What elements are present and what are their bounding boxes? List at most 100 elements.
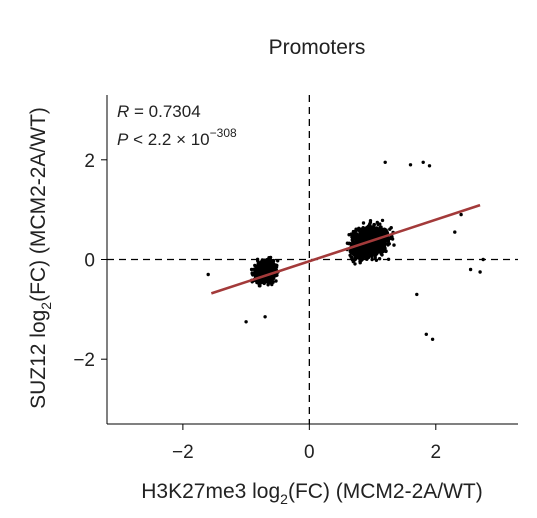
data-point <box>263 269 267 273</box>
data-point <box>370 257 374 262</box>
y-label-main: SUZ12 log <box>27 310 50 409</box>
p-annotation: P < 2.2 × 10−308 <box>117 126 237 149</box>
data-point <box>349 242 353 247</box>
data-point <box>258 262 262 266</box>
data-point <box>415 292 419 297</box>
data-point <box>361 234 365 238</box>
data-point <box>366 255 370 259</box>
data-point <box>253 271 257 275</box>
y-axis-ticks: −2 0 2 <box>73 151 107 371</box>
data-point <box>369 244 374 249</box>
data-point <box>374 233 379 237</box>
data-point <box>478 270 482 274</box>
data-point <box>380 218 385 223</box>
data-point <box>388 236 392 241</box>
data-point <box>374 258 379 262</box>
data-point <box>387 242 391 246</box>
data-point <box>256 268 261 272</box>
data-point <box>263 315 267 319</box>
data-point <box>468 267 473 272</box>
data-point <box>358 259 362 264</box>
data-point <box>368 250 372 254</box>
regression-line <box>210 203 481 295</box>
x-label-rest: (FC) (MCM2-2A/WT) <box>288 480 483 503</box>
data-point <box>261 261 265 266</box>
data-point <box>481 257 485 262</box>
data-point <box>375 244 379 248</box>
r-label: R <box>117 102 129 121</box>
data-point <box>380 240 384 244</box>
data-point <box>382 227 387 231</box>
data-point <box>255 257 260 261</box>
r-annotation: R = 0.7304 <box>117 102 201 121</box>
data-point <box>359 237 364 241</box>
data-point <box>353 255 357 259</box>
data-point <box>430 337 435 341</box>
x-tick-label: −2 <box>172 442 194 463</box>
x-tick-label: 2 <box>431 442 442 463</box>
data-point <box>270 268 274 272</box>
data-point <box>374 247 378 251</box>
data-point <box>459 212 463 217</box>
data-point <box>427 164 432 168</box>
data-point <box>268 255 273 260</box>
x-label-main: H3K27me3 log <box>141 480 280 503</box>
data-point <box>349 251 353 255</box>
data-point <box>386 257 391 261</box>
y-tick-label: 2 <box>84 151 95 172</box>
data-point <box>354 239 359 243</box>
y-label-rest: (FC) (MCM2-2A/WT) <box>27 107 50 302</box>
data-point <box>366 231 370 235</box>
data-point <box>347 233 351 237</box>
data-point <box>372 222 376 227</box>
data-point <box>368 220 373 225</box>
data-point <box>374 250 379 254</box>
chart-title: Promoters <box>269 36 366 59</box>
p-value: < 2.2 × 10 <box>128 130 209 149</box>
data-point <box>267 266 271 270</box>
data-point <box>365 251 369 255</box>
data-point <box>264 259 268 263</box>
data-point <box>276 259 280 263</box>
data-point <box>389 226 393 230</box>
data-point <box>408 163 413 167</box>
data-point <box>384 249 388 254</box>
data-point <box>263 264 267 269</box>
data-point <box>268 258 273 262</box>
data-point <box>349 255 354 259</box>
data-point <box>392 243 396 247</box>
data-point <box>375 227 379 231</box>
y-tick-label: 0 <box>84 251 95 272</box>
data-point <box>253 263 257 268</box>
data-point <box>259 278 263 282</box>
data-point <box>386 239 391 243</box>
data-point <box>366 234 370 238</box>
data-point <box>351 234 356 238</box>
x-axis-ticks: −2 0 2 <box>172 424 441 463</box>
data-point <box>345 241 350 245</box>
data-point <box>372 243 377 247</box>
y-tick-label: −2 <box>73 350 95 371</box>
data-point <box>258 284 262 288</box>
data-point <box>376 247 381 251</box>
data-point <box>453 230 457 234</box>
data-point <box>244 320 248 324</box>
data-point <box>385 230 389 234</box>
data-point <box>206 272 210 277</box>
p-label: P <box>117 130 129 149</box>
data-point <box>354 232 359 236</box>
data-point <box>274 265 279 269</box>
x-axis-label: H3K27me3 log2(FC) (MCM2-2A/WT) <box>141 480 483 507</box>
data-point <box>424 332 428 336</box>
data-point <box>373 255 377 260</box>
data-point <box>357 246 361 251</box>
data-point <box>351 259 355 264</box>
y-axis-label: SUZ12 log2(FC) (MCM2-2A/WT) <box>27 107 54 409</box>
data-point <box>383 246 387 251</box>
x-label-sub: 2 <box>280 491 288 507</box>
data-point <box>274 279 278 283</box>
data-point <box>358 234 362 239</box>
data-point <box>273 268 277 272</box>
data-point <box>360 228 364 232</box>
